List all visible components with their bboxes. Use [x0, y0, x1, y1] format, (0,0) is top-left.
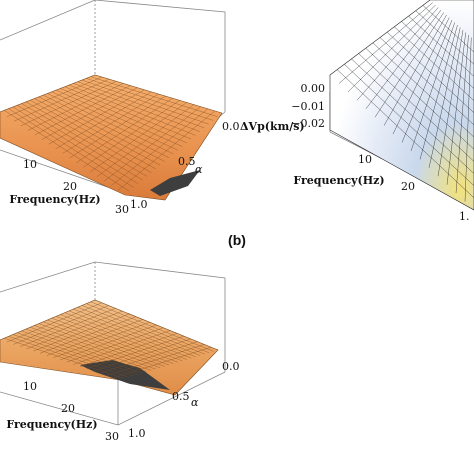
- mesh-line: [383, 14, 447, 126]
- mesh-line: [48, 89, 145, 145]
- panel-c-y-tick: 0.0: [222, 360, 240, 373]
- panel-c-y-tick: 0.5: [172, 390, 190, 403]
- panel-c-y-tick: 1.0: [128, 427, 146, 440]
- panel-a-surface: [0, 74, 223, 201]
- panel-c-surface: [0, 299, 219, 396]
- mesh-line: [338, 2, 433, 84]
- mesh-line: [410, 22, 455, 152]
- panel-c-x-tick: 30: [105, 430, 119, 443]
- mesh-line: [66, 327, 164, 363]
- panel-c: 10 20 30 Frequency(Hz) 0.0 0.5 1.0 α: [0, 261, 240, 443]
- panel-c-y-label: α: [191, 396, 199, 409]
- panel-c-x-tick: 10: [23, 380, 37, 393]
- panel-c-y-ticks: 0.0 0.5 1.0: [128, 360, 240, 440]
- mesh-line: [428, 27, 461, 168]
- panel-a-y-tick: 0.0: [222, 120, 240, 133]
- mesh-line: [27, 83, 124, 131]
- mesh-line: [73, 330, 171, 365]
- mesh-line: [111, 108, 208, 186]
- mesh-line: [86, 335, 184, 370]
- mesh-line: [34, 85, 131, 136]
- mesh-line: [437, 29, 464, 177]
- panel-a-x-ticks: 10 20 30: [23, 158, 129, 216]
- panel-b: 0.00 −0.01 −0.02 10 20 Frequency(Hz) 1. …: [228, 0, 474, 248]
- mesh-line: [83, 100, 180, 168]
- panel-b-x-tick: 20: [401, 180, 415, 193]
- panel-c-x-label: Frequency(Hz): [6, 418, 97, 431]
- mesh-line: [13, 305, 109, 345]
- mesh-line: [356, 7, 439, 101]
- mesh-line: [99, 341, 198, 374]
- mesh-line: [401, 19, 453, 143]
- panel-a-z-label: ΔVp(km/s): [240, 120, 305, 133]
- panel-a-y-tick: 0.5: [178, 155, 196, 168]
- mesh-line: [59, 324, 157, 361]
- panel-a-x-tick: 10: [23, 158, 37, 171]
- panel-b-x-ticks: 10 20: [358, 153, 415, 193]
- mesh-line: [446, 32, 466, 185]
- panel-a-y-label: α: [195, 163, 203, 176]
- mesh-line: [19, 308, 116, 347]
- panel-a-y-ticks: 0.0 0.5 1.0: [130, 120, 240, 211]
- mesh-line: [374, 12, 444, 118]
- mesh-line: [6, 76, 103, 117]
- mesh-line: [69, 95, 166, 159]
- mesh-line: [55, 91, 152, 150]
- mesh-line: [106, 344, 205, 376]
- mesh-line: [41, 87, 138, 140]
- panel-b-x-label: Frequency(Hz): [293, 174, 384, 187]
- mesh-line: [392, 17, 450, 135]
- mesh-line: [26, 310, 123, 350]
- panel-a-y-tick: 1.0: [130, 198, 148, 211]
- mesh-line: [93, 338, 191, 372]
- mesh-line: [53, 322, 150, 358]
- panel-a-x-tick: 20: [63, 180, 77, 193]
- mesh-line: [455, 34, 469, 194]
- panel-b-z-tick: 0.00: [301, 82, 326, 95]
- panel-c-x-ticks: 10 20 30: [23, 380, 119, 443]
- mesh-line: [62, 93, 159, 154]
- panel-a-x-tick: 30: [115, 203, 129, 216]
- panel-b-z-tick: −0.01: [291, 100, 325, 113]
- mesh-line: [365, 9, 442, 109]
- mesh-line: [46, 319, 143, 356]
- panel-c-x-tick: 20: [61, 402, 75, 415]
- mesh-line: [117, 110, 216, 191]
- mesh-line: [39, 316, 137, 354]
- mesh-line: [104, 106, 201, 182]
- panel-b-x-tick: 10: [358, 153, 372, 166]
- mesh-line: [79, 333, 178, 367]
- mesh-line: [90, 102, 187, 173]
- mesh-line: [347, 4, 436, 93]
- panel-b-surface: [329, 0, 474, 211]
- panel-b-z-ticks: 0.00 −0.01 −0.02: [291, 82, 325, 130]
- mesh-line: [13, 79, 110, 122]
- mesh-line: [20, 81, 117, 126]
- mesh-line: [464, 37, 472, 202]
- panel-a-x-label: Frequency(Hz): [9, 193, 100, 206]
- mesh-line: [113, 347, 212, 378]
- mesh-line: [6, 302, 102, 343]
- mesh-line: [419, 24, 458, 160]
- panel-b-label: (b): [228, 232, 246, 248]
- panel-a: 10 20 30 Frequency(Hz) 0.0 0.5 1.0 α ΔVp…: [0, 0, 305, 216]
- mesh-line: [97, 104, 194, 177]
- panel-b-z-tick: −0.02: [291, 117, 325, 130]
- mesh-line: [33, 313, 130, 352]
- panel-b-y-tick: 1.: [459, 210, 470, 223]
- mesh-line: [76, 98, 173, 163]
